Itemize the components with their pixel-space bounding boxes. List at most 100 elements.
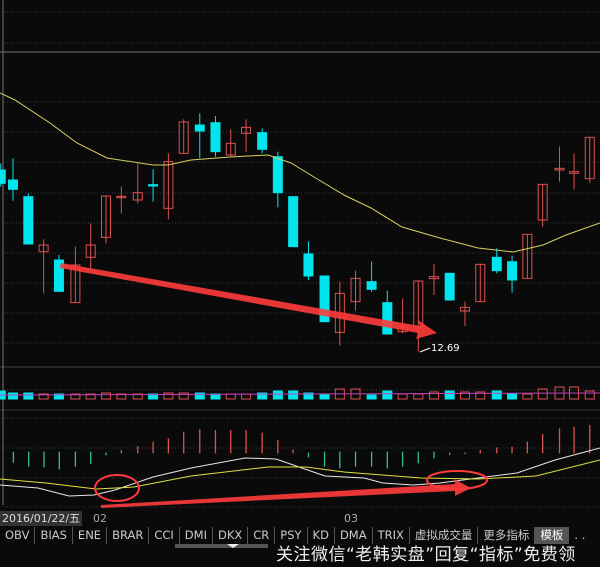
candle-up [554, 167, 565, 171]
volume-bar [522, 393, 533, 400]
volume-bar [23, 392, 34, 400]
candle-down [382, 302, 393, 335]
tab-kd[interactable]: KD [308, 527, 335, 544]
volume-bar [38, 393, 49, 400]
candle-up [475, 263, 486, 303]
candle-down [491, 256, 502, 272]
candle-up [101, 195, 112, 238]
tab-more-indicators[interactable]: 更多指标 [478, 527, 536, 544]
watermark-text: 关注微信“老韩实盘”回复“指标”免费领 [276, 545, 576, 565]
macd-dea-line [0, 459, 600, 490]
candle-down [444, 272, 455, 301]
volume-bar [288, 390, 299, 400]
candle-down [210, 122, 221, 153]
tab-cr[interactable]: CR [248, 527, 276, 544]
moving-average-line [0, 92, 600, 253]
candle-up [350, 277, 361, 303]
volume-bar [272, 390, 283, 400]
volume-bar [444, 390, 455, 400]
volume-bar [8, 392, 19, 400]
candle-down [366, 281, 377, 290]
volume-bar [537, 388, 548, 400]
candle-down [257, 132, 268, 150]
volume-bar [178, 392, 189, 400]
tab-template[interactable]: 模板 [535, 527, 570, 544]
indicator-tabs: OBV BIAS ENE BRAR CCI DMI DKX CR PSY KD … [0, 527, 600, 544]
candle-up [38, 244, 49, 253]
volume-bar [507, 393, 518, 400]
candle-up [522, 233, 533, 279]
candle-down [194, 124, 205, 132]
volume-bar [101, 392, 112, 400]
low-price-pointer [419, 347, 431, 353]
volume-ma-line [0, 392, 600, 396]
tab-brar[interactable]: BRAR [107, 527, 150, 544]
volume-bar [85, 393, 96, 400]
tab-overflow[interactable]: . . [574, 528, 586, 542]
candle-down [272, 156, 283, 194]
volume-bar [116, 393, 127, 400]
candle-down [0, 169, 6, 184]
circle-annotation [94, 474, 140, 502]
candle-up [241, 126, 252, 134]
candle-down [148, 184, 159, 187]
volume-bar [132, 393, 143, 400]
trend-arrow-price [60, 263, 437, 339]
volume-bar [194, 392, 205, 400]
volume-bar [475, 391, 486, 400]
tab-dropdown-icon[interactable] [227, 544, 239, 548]
volume-bar [366, 394, 377, 400]
candle-up [459, 306, 470, 312]
volume-bar [163, 392, 174, 400]
candle-up [428, 276, 439, 280]
volume-bar [428, 391, 439, 400]
tab-dkx[interactable]: DKX [213, 527, 249, 544]
volume-bar [491, 390, 502, 400]
tab-ene[interactable]: ENE [73, 527, 108, 544]
month-label-mar: 03 [344, 512, 358, 525]
tab-obv[interactable]: OBV [0, 527, 36, 544]
volume-bar [382, 390, 393, 400]
candle-down [53, 259, 64, 292]
volume-bar [257, 392, 268, 400]
candle-up [85, 244, 96, 258]
candle-up [70, 264, 81, 304]
volume-bar [413, 393, 424, 400]
candle-up [225, 142, 236, 156]
tab-psy[interactable]: PSY [275, 527, 308, 544]
tab-virtual-volume[interactable]: 虚拟成交量 [410, 527, 479, 544]
volume-bar [70, 393, 81, 400]
month-label-feb: 02 [93, 512, 107, 525]
macd-dif-line [0, 447, 600, 497]
tab-trix[interactable]: TRIX [373, 527, 410, 544]
circle-annotation [426, 470, 488, 490]
candle-down [507, 261, 518, 281]
volume-bar [397, 393, 408, 400]
tab-dma[interactable]: DMA [335, 527, 373, 544]
tab-bias[interactable]: BIAS [35, 527, 73, 544]
volume-bar [459, 391, 470, 400]
candle-down [288, 196, 299, 248]
trend-arrow-macd [101, 479, 471, 508]
low-price-label: 12.69 [431, 343, 460, 354]
tab-scroll-bar[interactable] [175, 544, 268, 548]
cursor-date: 2016/01/22/五 [0, 511, 83, 526]
candle-down [319, 275, 330, 323]
candle-up [116, 195, 127, 199]
candle-down [23, 196, 34, 245]
volume-bar [584, 390, 595, 400]
volume-bar [303, 392, 314, 400]
tab-dmi[interactable]: DMI [180, 527, 213, 544]
candle-up [178, 121, 189, 154]
volume-bar [241, 393, 252, 400]
candle-down [303, 253, 314, 277]
candle-down [8, 179, 19, 190]
candle-up [537, 183, 548, 221]
volume-bar [53, 393, 64, 400]
volume-bar [225, 393, 236, 400]
candle-up [569, 171, 580, 174]
tab-cci[interactable]: CCI [149, 527, 180, 544]
volume-bar [319, 393, 330, 400]
